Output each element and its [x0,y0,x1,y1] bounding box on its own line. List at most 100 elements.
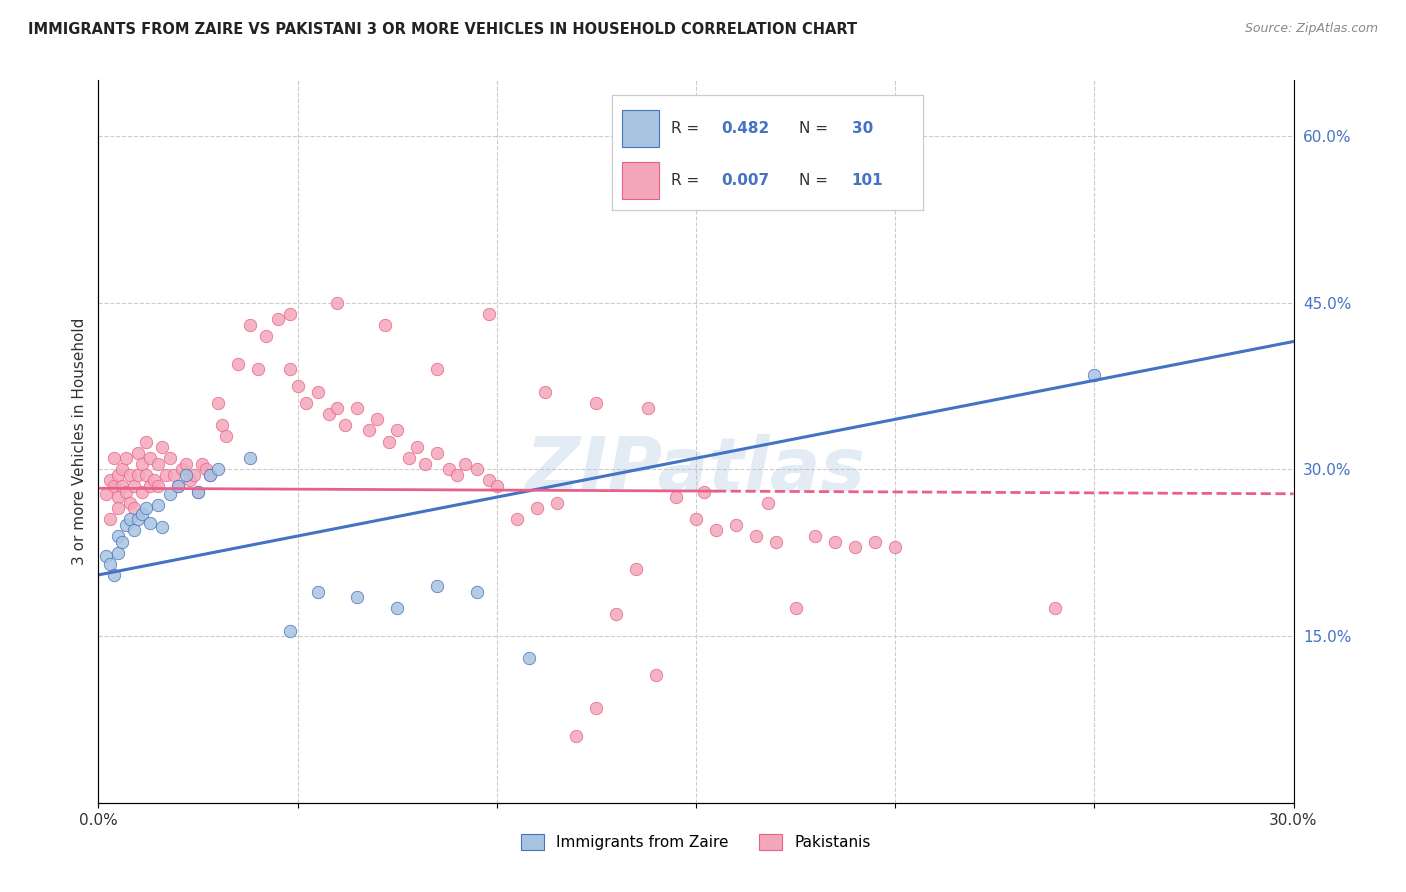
Point [378,434,401,449]
Point [115,517,138,532]
Point [278,362,301,376]
Point [163,467,186,482]
Point [374,318,396,332]
Point [366,412,388,426]
Point [239,318,262,332]
Point [398,451,420,466]
Point [174,467,197,482]
Point [693,484,716,499]
Point [605,607,627,621]
Point [465,462,488,476]
Point [103,451,125,466]
Point [207,462,229,476]
Point [143,474,166,488]
Point [318,407,340,421]
Point [1083,368,1105,382]
Legend: Immigrants from Zaire, Pakistanis: Immigrants from Zaire, Pakistanis [515,829,877,856]
Point [98,474,122,488]
Point [685,512,707,526]
Point [533,384,555,399]
Point [226,357,249,371]
Point [98,557,122,571]
Point [139,479,162,493]
Point [326,401,349,416]
Point [478,307,501,321]
Point [626,562,648,576]
Point [426,445,449,459]
Point [485,479,508,493]
Point [465,584,488,599]
Point [148,479,170,493]
Point [187,484,209,499]
Point [406,440,429,454]
Point [413,457,436,471]
Point [174,457,197,471]
Point [139,451,162,466]
Point [884,540,907,554]
Point [865,534,887,549]
Point [111,462,134,476]
Point [385,601,409,615]
Point [346,590,368,604]
Point [478,474,501,488]
Point [124,479,146,493]
Point [254,329,277,343]
Point [287,379,309,393]
Point [159,451,181,466]
Point [785,601,807,615]
Point [359,424,381,438]
Point [198,467,221,482]
Point [278,624,301,638]
Point [179,474,201,488]
Point [565,729,588,743]
Point [665,490,688,504]
Point [278,307,301,321]
Point [115,451,138,466]
Point [148,457,170,471]
Point [546,496,568,510]
Point [107,490,129,504]
Point [844,540,866,554]
Point [103,479,125,493]
Text: Source: ZipAtlas.com: Source: ZipAtlas.com [1244,22,1378,36]
Point [426,362,449,376]
Point [385,424,409,438]
Point [756,496,779,510]
Point [111,479,134,493]
Point [506,512,529,526]
Point [127,445,149,459]
Point [724,517,747,532]
Point [517,651,540,665]
Point [131,457,153,471]
Point [239,451,262,466]
Point [131,507,153,521]
Point [172,462,194,476]
Point [124,501,146,516]
Point [107,546,129,560]
Point [645,668,668,682]
Point [704,524,727,538]
Point [124,524,146,538]
Point [454,457,477,471]
Point [191,457,214,471]
Point [637,401,659,416]
Point [96,549,118,563]
Y-axis label: 3 or more Vehicles in Household: 3 or more Vehicles in Household [72,318,87,566]
Point [120,496,142,510]
Point [167,479,190,493]
Point [107,501,129,516]
Point [765,534,787,549]
Point [150,440,173,454]
Point [824,534,846,549]
Point [207,395,229,409]
Point [120,512,142,526]
Point [585,701,607,715]
Text: ZIPatlas: ZIPatlas [526,434,866,507]
Point [294,395,316,409]
Point [135,501,157,516]
Point [335,417,357,432]
Point [183,467,205,482]
Point [426,579,449,593]
Point [307,384,329,399]
Point [139,516,162,530]
